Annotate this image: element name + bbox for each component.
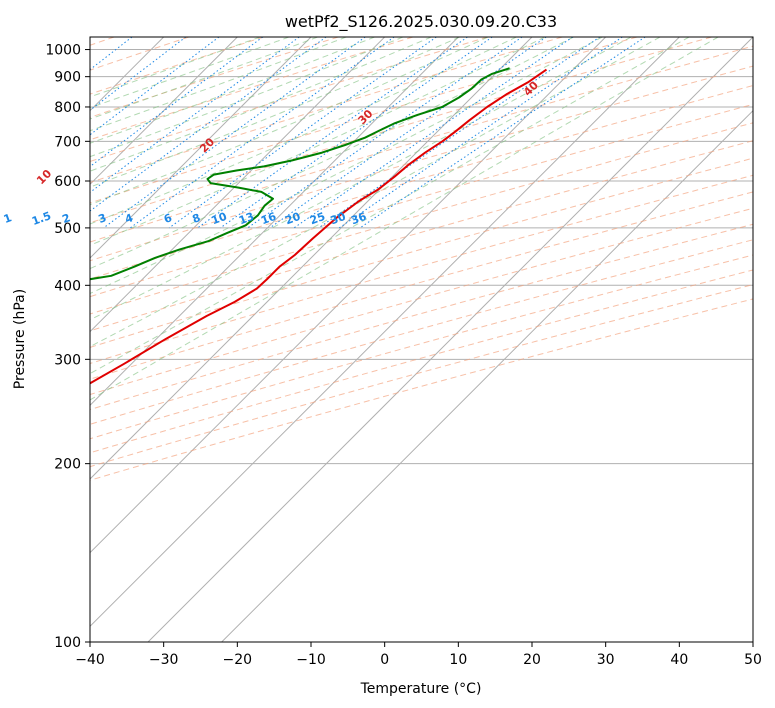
dry-adiabat-line [90,284,753,468]
dry-adiabat-line [90,65,753,262]
x-tick-label: −30 [149,652,179,668]
moist-adiabat-line [90,37,603,295]
dry-adiabat-line [90,37,712,224]
y-tick-label: 900 [54,70,81,86]
y-tick-label: 300 [54,352,81,368]
grid-layer [0,37,753,642]
mixing-ratio-label: 4 [123,211,135,226]
dry-adiabat-label: 10 [34,167,54,187]
isotherm-line [90,37,607,554]
y-tick-label: 200 [54,457,81,473]
moist-adiabat-line [90,37,632,321]
isotherm-line [90,37,680,628]
x-tick-label: 0 [380,652,389,668]
mixing-ratio-label: 16 [259,210,278,228]
moist-adiabat-line [90,37,460,188]
mixing-ratio-line [359,37,646,229]
mixing-ratio-label: 10 [210,210,229,228]
mixing-ratio-label: 25 [308,210,327,227]
x-axis-label: Temperature (°C) [360,681,482,697]
moist-adiabat-line [90,37,404,158]
dry-adiabat-line [90,122,753,315]
dry-adiabat-line [90,140,753,332]
isotherm-line [147,37,753,642]
y-tick-label: 100 [54,635,81,651]
dry-adiabat-line [90,37,414,141]
tick-layer: −40 −30 −20 −10 0 10 20 30 40 50 100 200 300 400 500 60… [45,43,762,668]
plot-background [90,37,753,642]
dry-adiabat-line [90,223,753,411]
y-tick-label: 400 [54,278,81,294]
mixing-ratio-line [197,37,468,229]
mixing-ratio-line [129,37,395,229]
y-tick-label: 500 [54,221,81,237]
y-tick-label: 700 [54,134,81,150]
x-tick-label: −10 [296,652,326,668]
y-tick-label: 600 [54,174,81,190]
isotherm-line [90,37,238,186]
x-tick-label: −40 [75,652,105,668]
moist-adiabat-line [90,37,517,225]
mixing-ratio-line [269,37,547,229]
mixing-ratio-label: 30 [329,210,348,228]
mixing-ratio-label: 8 [191,211,203,226]
mixing-ratio-line [220,37,493,229]
mixing-ratio-line [168,37,437,229]
isotherm-line [221,109,753,642]
moist-adiabat-line [90,37,375,144]
isotherm-line [90,37,459,407]
isotherm-line [90,37,533,480]
moist-adiabat-line [90,37,489,206]
x-tick-label: 40 [670,652,688,668]
moist-adiabat-line [90,37,719,401]
temperature-profile-line [90,68,548,385]
mixing-ratio-line [90,37,220,136]
x-tick-label: 10 [449,652,467,668]
mixing-ratio-label: 2 [60,211,72,226]
isotherm-line [90,37,312,259]
mixing-ratio-label: 20 [283,210,302,228]
moist-adiabat-line [90,37,546,246]
mixing-ratio-line [0,37,82,228]
label-layer: 0.10.20.40.611.52346810131620253036-100-… [2,78,541,228]
y-tick-label: 800 [54,100,81,116]
dry-adiabat-line [90,37,264,95]
dry-adiabat-line [90,37,488,163]
mixing-ratio-label: 1 [2,211,14,226]
moist-adiabat-line [90,37,690,375]
mixing-ratio-line [338,37,623,229]
mixing-ratio-line [103,37,366,229]
mixing-ratio-label: 1.5 [30,209,53,228]
x-tick-label: −20 [223,652,253,668]
mixing-ratio-label: 6 [162,211,174,226]
dry-adiabat-line [90,239,753,425]
x-tick-label: 50 [744,652,762,668]
isotherm-line [90,37,386,333]
dry-adiabat-line [90,103,753,298]
moist-adiabat-line [90,37,347,132]
mixing-ratio-line [90,37,327,212]
moist-adiabat-line [90,37,574,270]
dry-adiabat-line [90,269,753,454]
x-tick-label: 30 [597,652,615,668]
mixing-ratio-label: 36 [349,210,368,228]
y-tick-label: 1000 [45,43,81,59]
moist-adiabat-line [90,37,661,348]
dewpoint-profile-line [90,67,510,281]
plot-frame [89,36,754,643]
chart-title: wetPf2_S126.2025.030.09.20.C33 [285,12,557,32]
mixing-ratio-label: 3 [97,211,109,226]
mixing-ratio-label: 13 [237,210,256,227]
series-layer [90,67,548,385]
y-axis-label: Pressure (hPa) [12,289,28,389]
x-tick-label: 20 [523,652,541,668]
moist-adiabat-line [90,37,432,172]
